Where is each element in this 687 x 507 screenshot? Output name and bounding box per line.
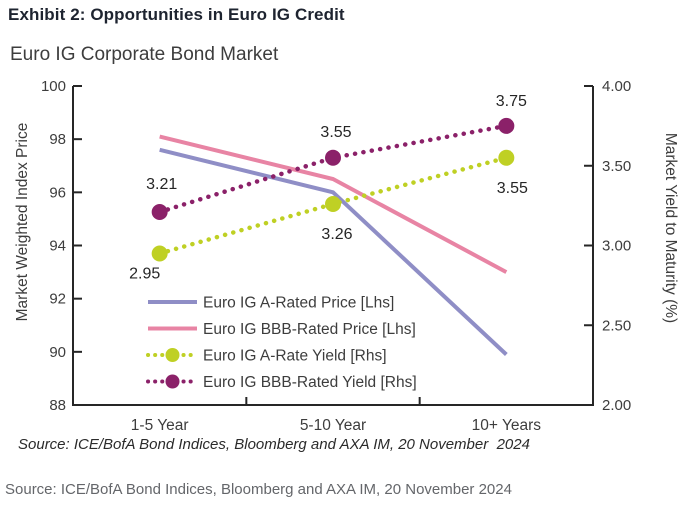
x-axis-label: 1-5 Year [131, 417, 189, 434]
left-axis-tick-label: 98 [49, 131, 66, 148]
left-axis-tick-label: 94 [49, 238, 66, 255]
x-axis-label: 5-10 Year [300, 417, 366, 434]
data-point-label: 3.21 [146, 176, 177, 193]
left-axis-tick-label: 92 [49, 291, 66, 308]
legend-swatch-dot [165, 348, 180, 362]
page-source-footer: Source: ICE/BofA Bond Indices, Bloomberg… [5, 481, 512, 498]
legend-item-0: Euro IG A-Rated Price [Lhs] [148, 295, 394, 312]
data-point-marker [151, 204, 168, 221]
data-point-label: 2.95 [129, 265, 160, 282]
exhibit-title: Exhibit 2: Opportunities in Euro IG Cred… [8, 5, 345, 24]
series-line-0 [159, 147, 508, 356]
left-axis-tick-label: 100 [41, 78, 66, 95]
left-axis-title: Market Weighted Index Price [14, 122, 31, 322]
data-point-marker [325, 149, 341, 166]
left-axis-tick-label: 88 [49, 397, 66, 414]
right-axis-title: Market Yield to Maturity (%) [662, 132, 679, 324]
data-point-marker [498, 149, 515, 166]
data-point-marker [151, 245, 168, 262]
series-line-3 [157, 123, 509, 215]
right-axis-tick-label: 3.50 [602, 158, 631, 175]
series-line-1 [159, 134, 508, 274]
right-axis-tick-label: 2.00 [602, 397, 631, 414]
legend-item-2: Euro IG A-Rate Yield [Rhs] [146, 348, 387, 365]
data-point-label: 3.75 [496, 93, 527, 110]
data-point-marker [498, 117, 515, 134]
legend-label: Euro IG BBB-Rated Price [Lhs] [203, 321, 416, 338]
left-axis-tick-label: 90 [49, 344, 66, 361]
legend-label: Euro IG A-Rated Price [Lhs] [203, 295, 394, 312]
data-point-label: 3.55 [320, 124, 351, 141]
right-axis-tick-label: 3.00 [602, 238, 631, 255]
legend-label: Euro IG BBB-Rated Yield [Rhs] [203, 374, 417, 391]
data-point-label: 3.26 [321, 226, 352, 243]
left-axis-tick-label: 96 [49, 184, 66, 201]
chart-title: Euro IG Corporate Bond Market [10, 44, 279, 65]
x-axis-label: 10+ Years [472, 417, 542, 434]
right-axis-tick-label: 4.00 [602, 78, 631, 95]
legend-item-1: Euro IG BBB-Rated Price [Lhs] [148, 321, 416, 338]
legend-swatch-dot [165, 374, 180, 389]
legend-label: Euro IG A-Rate Yield [Rhs] [203, 348, 387, 365]
data-point-marker [325, 196, 341, 213]
legend-item-3: Euro IG BBB-Rated Yield [Rhs] [146, 374, 417, 391]
data-point-label: 3.55 [497, 180, 528, 197]
chart-source-note: Source: ICE/BofA Bond Indices, Bloomberg… [18, 436, 530, 453]
right-axis-tick-label: 2.50 [602, 317, 631, 334]
